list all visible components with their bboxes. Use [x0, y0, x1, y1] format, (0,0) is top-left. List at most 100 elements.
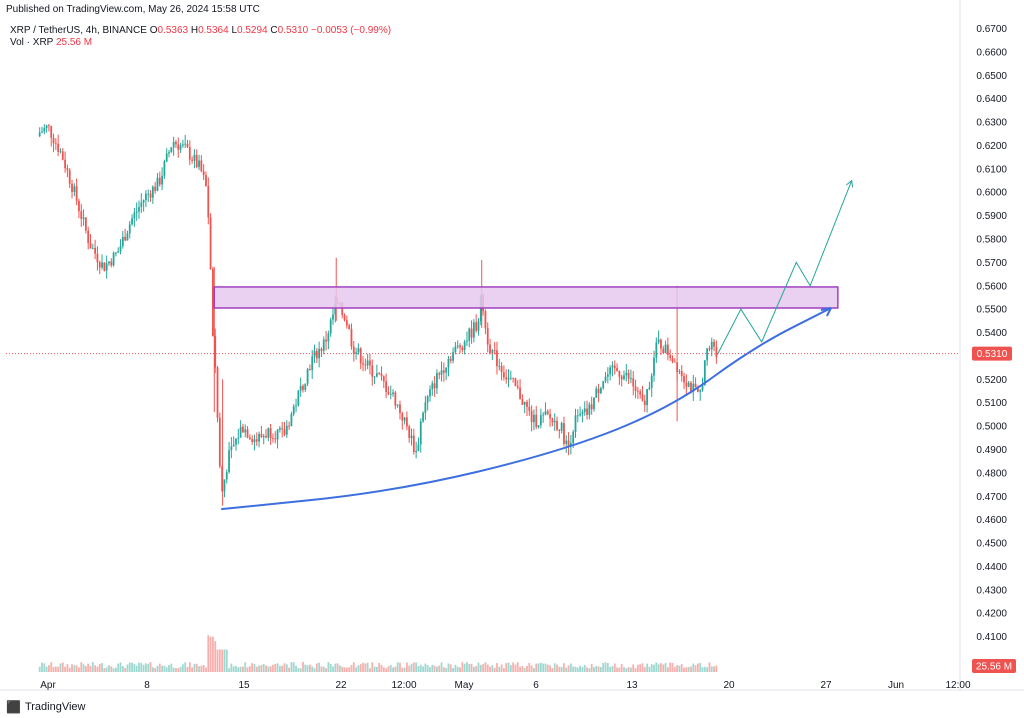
volume-bar	[339, 665, 341, 672]
candle-body	[50, 126, 53, 138]
candle-body	[248, 437, 251, 440]
volume-bar	[230, 663, 233, 672]
volume-bar	[519, 666, 521, 672]
volume-bar	[680, 664, 683, 672]
candle-body	[362, 363, 364, 365]
volume-bar	[500, 664, 503, 672]
candle-body	[653, 357, 655, 376]
candle-body	[551, 418, 554, 423]
candle-body	[269, 428, 272, 439]
volume-bar	[320, 666, 323, 672]
volume-bar	[126, 664, 129, 672]
volume-bar	[408, 665, 411, 672]
published-banner: Published on TradingView.com, May 26, 20…	[6, 4, 260, 15]
volume-bar	[586, 667, 588, 672]
y-tick-label: 0.6400	[976, 94, 1007, 105]
volume-bar	[512, 662, 515, 672]
candle-body	[389, 394, 392, 395]
volume-bar	[145, 663, 147, 672]
candle-body	[133, 212, 136, 219]
candle-body	[163, 161, 166, 176]
candle-body	[530, 410, 533, 423]
volume-bar	[553, 663, 556, 672]
y-tick-label: 0.5600	[976, 281, 1007, 292]
volume-bar	[595, 666, 598, 672]
candle-body	[135, 211, 138, 213]
candle-body	[687, 382, 690, 387]
volume-bar	[235, 665, 237, 672]
volume-bar	[440, 662, 443, 672]
volume-bar	[101, 663, 103, 672]
volume-bar	[121, 666, 124, 672]
candle-body	[616, 368, 618, 371]
symbol-label[interactable]: XRP / TetherUS, 4h, BINANCE	[10, 25, 147, 36]
candle-body	[103, 262, 106, 271]
volume-bar	[255, 666, 258, 672]
candle-body	[108, 261, 110, 264]
volume-bar	[221, 649, 224, 672]
volume-bar	[156, 665, 159, 672]
volume-bar	[459, 667, 461, 672]
volume-bar	[438, 665, 441, 672]
candle-body	[119, 246, 122, 252]
candle-body	[620, 376, 623, 380]
volume-bar	[297, 668, 300, 672]
volume-bar	[392, 667, 394, 672]
volume-bar	[154, 668, 157, 672]
volume-bar	[253, 664, 256, 672]
volume-bar	[572, 666, 575, 672]
volume-bar	[274, 663, 277, 672]
candle-body	[440, 370, 443, 375]
volume-bar	[653, 664, 655, 672]
candle-body	[505, 377, 508, 380]
candle-body	[673, 361, 676, 363]
volume-bar	[539, 662, 542, 672]
volume-bar	[290, 662, 293, 672]
candle-body	[73, 186, 76, 193]
high-value: 0.5364	[198, 25, 229, 36]
volume-label[interactable]: Vol · XRP	[10, 37, 54, 48]
candle-body	[78, 200, 80, 212]
candle-body	[461, 347, 464, 350]
candle-body	[579, 413, 582, 416]
candle-body	[94, 247, 97, 254]
candle-body	[491, 350, 494, 354]
volume-bar	[666, 667, 669, 672]
candle-body	[52, 137, 55, 144]
volume-bar	[521, 666, 524, 672]
volume-bar	[498, 666, 501, 672]
candle-body	[195, 154, 198, 167]
volume-bar	[228, 668, 230, 672]
close-label: C	[270, 25, 278, 36]
volume-bar	[415, 662, 418, 672]
volume-bar	[318, 662, 321, 672]
candle-body	[232, 444, 235, 447]
candle-body	[595, 388, 598, 398]
candle-body	[177, 144, 180, 150]
candle-body	[630, 378, 632, 380]
candle-body	[546, 411, 549, 414]
volume-bar	[52, 667, 55, 672]
volume-bar	[248, 666, 251, 672]
candle-body	[292, 406, 295, 414]
candle-body	[274, 438, 277, 440]
candle-body	[544, 411, 547, 415]
candle-body	[341, 302, 344, 315]
volume-bar	[463, 663, 466, 672]
volume-bar	[551, 668, 554, 672]
volume-bar	[699, 662, 702, 672]
candle-body	[191, 159, 194, 161]
volume-bar	[477, 662, 480, 672]
candle-body	[371, 365, 374, 377]
candle-body	[128, 224, 131, 234]
candle-body	[147, 193, 150, 195]
candle-body	[509, 377, 512, 379]
volume-bar	[697, 663, 699, 672]
volume-bar	[269, 666, 272, 672]
candle-body	[242, 426, 244, 433]
candle-body	[161, 175, 163, 185]
tradingview-brand[interactable]: TradingView	[24, 701, 86, 713]
candle-body	[701, 385, 704, 391]
candle-body	[597, 388, 600, 394]
